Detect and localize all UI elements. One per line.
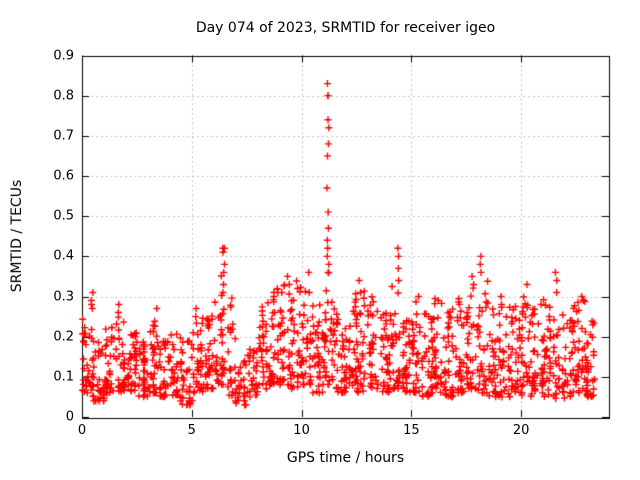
- y-tick-label: 0.5: [53, 208, 74, 224]
- y-axis-label: SRMTID / TECUs: [9, 179, 25, 293]
- y-tick-label: 0.6: [53, 168, 74, 184]
- y-tick-label: 0.8: [53, 88, 74, 104]
- x-tick-label: 5: [187, 423, 196, 438]
- y-tick-label: 0: [65, 409, 74, 425]
- chart-title: Day 074 of 2023, SRMTID for receiver ige…: [195, 20, 496, 36]
- y-tick-label: 0.9: [53, 48, 74, 63]
- x-tick-label: 15: [403, 423, 420, 438]
- x-tick-label: 0: [77, 423, 87, 438]
- y-tick-label: 0.3: [53, 289, 74, 304]
- y-tick-label: 0.7: [53, 128, 74, 144]
- y-tick-label: 0.2: [53, 329, 74, 345]
- y-tick-label: 0.4: [53, 248, 74, 264]
- x-tick-label: 20: [512, 423, 530, 438]
- x-tick-label: 10: [293, 423, 310, 438]
- x-axis-label: GPS time / hours: [286, 450, 405, 466]
- y-tick-label: 0.1: [53, 369, 74, 385]
